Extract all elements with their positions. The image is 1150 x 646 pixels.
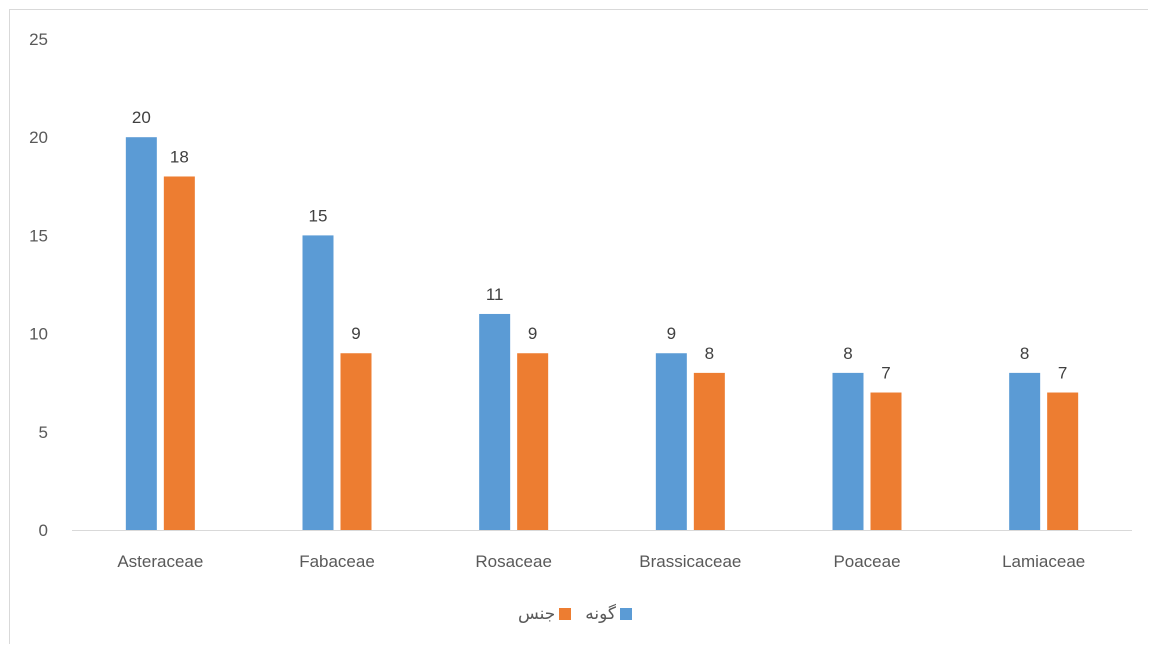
data-label-fabaceae-series-0: 15 [309,206,328,225]
data-labels: 20 18 15 9 11 9 9 8 8 7 8 7 [132,108,1068,382]
data-label-lamiaceae-series-0: 8 [1020,344,1029,363]
data-label-poaceae-series-1: 7 [881,364,890,383]
bar-brassicaceae-series-1 [693,372,725,530]
data-label-asteraceae-series-0: 20 [132,108,151,127]
legend-swatch-series-0 [620,608,633,620]
data-label-poaceae-series-0: 8 [843,344,852,363]
bar-chart: 0 5 10 15 20 25 20 18 15 9 11 9 9 8 8 7 8 7 Asteraceae Fa… [29,30,1132,571]
legend-label-series-1: جنس [517,604,556,623]
data-label-brassicaceae-series-0: 9 [667,324,676,343]
legend-item-series-0: گونه [585,604,633,624]
legend-item-series-1: جنس [517,604,572,624]
y-tick-label-1: 5 [39,423,48,442]
legend-swatch-series-1 [559,608,572,620]
bar-fabaceae-series-0 [302,235,334,530]
x-tick-label-lamiaceae: Lamiaceae [1002,552,1085,571]
bar-brassicaceae-series-0 [655,353,687,530]
legend-label-series-0: گونه [585,604,617,623]
data-label-rosaceae-series-1: 9 [528,324,537,343]
bar-asteraceae-series-1 [163,176,195,531]
bar-poaceae-series-0 [832,372,864,530]
data-label-lamiaceae-series-1: 7 [1058,364,1067,383]
data-label-rosaceae-series-0: 11 [486,285,504,304]
y-tick-label-4: 20 [29,128,48,147]
data-label-brassicaceae-series-1: 8 [705,344,714,363]
bar-lamiaceae-series-0 [1009,372,1041,530]
y-tick-label-5: 25 [29,30,48,49]
y-tick-label-3: 15 [29,226,48,245]
x-tick-label-rosaceae: Rosaceae [475,552,552,571]
bar-lamiaceae-series-1 [1047,392,1079,530]
bar-poaceae-series-1 [870,392,902,530]
legend: گونه جنس [0,601,1150,627]
bar-fabaceae-series-1 [340,353,372,530]
x-tick-label-poaceae: Poaceae [833,552,900,571]
x-axis: Asteraceae Fabaceae Rosaceae Brassicaceae Po… [72,530,1132,571]
y-tick-label-2: 10 [29,325,48,344]
x-tick-label-fabaceae: Fabaceae [299,552,375,571]
chart-frame [9,9,1148,644]
bar-rosaceae-series-0 [479,313,511,530]
bar-rosaceae-series-1 [517,353,549,530]
x-tick-label-brassicaceae: Brassicaceae [639,552,741,571]
bars [125,137,1079,531]
y-tick-label-0: 0 [39,521,48,540]
y-axis: 0 5 10 15 20 25 [29,30,48,540]
bar-asteraceae-series-0 [125,137,157,530]
data-label-asteraceae-series-1: 18 [170,147,189,166]
data-label-fabaceae-series-1: 9 [351,324,360,343]
x-tick-label-asteraceae: Asteraceae [117,552,203,571]
